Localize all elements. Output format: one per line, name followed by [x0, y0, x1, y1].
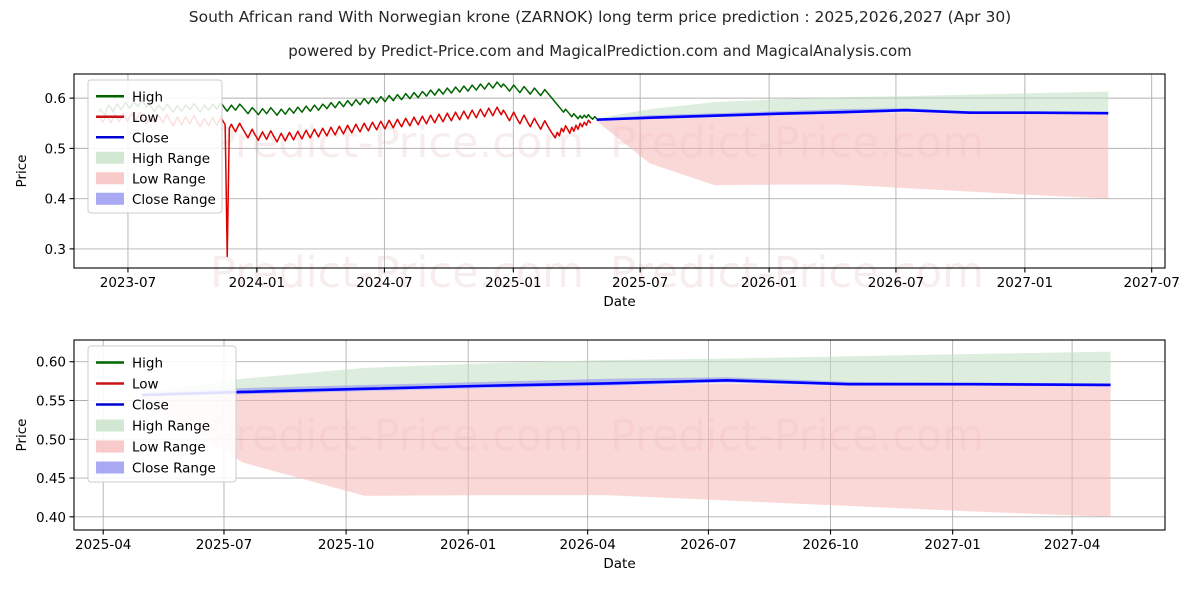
low-range-band	[596, 112, 1109, 199]
low-range-band	[141, 383, 1111, 517]
x-tick-label: 2027-04	[1044, 537, 1100, 553]
forecast-detail-chart: Predict-Price.comPredict-Price.com0.400.…	[14, 339, 1166, 572]
y-tick-label: 0.5	[45, 141, 66, 157]
x-tick-label: 2026-01	[741, 275, 797, 291]
legend-box	[87, 345, 237, 483]
watermark: Predict-Price.com	[210, 118, 584, 168]
watermark: Predict-Price.com	[210, 248, 584, 298]
page-title: South African rand With Norwegian krone …	[188, 8, 1012, 26]
legend-swatch-patch	[96, 192, 124, 205]
y-tick-label: 0.40	[36, 510, 66, 526]
plot-frame	[73, 73, 1166, 269]
close-forecast-line	[596, 108, 1109, 122]
close-range-band	[141, 377, 1111, 396]
legend-label: Close	[132, 130, 169, 146]
legend-swatch-patch	[96, 440, 124, 453]
x-tick-label: 2024-01	[229, 275, 285, 291]
y-tick-label: 0.6	[45, 91, 66, 107]
legend-swatch-patch	[96, 151, 124, 164]
x-tick-label: 2026-07	[868, 275, 924, 291]
y-axis-label: Price	[14, 155, 30, 188]
legend-label: Close Range	[132, 192, 216, 208]
legend-label: Low	[132, 110, 159, 126]
y-tick-label: 0.45	[36, 471, 66, 487]
x-tick-label: 2023-07	[100, 275, 156, 291]
y-axis-label: Price	[14, 419, 30, 452]
x-tick-label: 2025-10	[318, 537, 374, 553]
plot-frame	[73, 339, 1166, 531]
y-tick-label: 0.3	[45, 242, 66, 258]
y-tick-label: 0.50	[36, 432, 66, 448]
watermark: Predict-Price.com	[610, 248, 984, 298]
x-tick-label: 2027-07	[1123, 275, 1179, 291]
x-tick-label: 2026-10	[802, 537, 858, 553]
legend-label: Close	[132, 398, 169, 414]
x-tick-label: 2025-01	[485, 275, 541, 291]
x-tick-label: 2026-01	[440, 537, 496, 553]
legend-label: Low Range	[132, 171, 206, 187]
legend-swatch-patch	[96, 461, 124, 474]
legend-label: High Range	[132, 419, 210, 435]
close-forecast-line	[141, 379, 1111, 397]
y-tick-label: 0.55	[36, 393, 66, 409]
legend-label: Low Range	[132, 440, 206, 456]
legend-swatch-patch	[96, 172, 124, 185]
x-axis-label: Date	[603, 556, 635, 572]
x-tick-label: 2024-07	[356, 275, 412, 291]
x-tick-label: 2027-01	[924, 537, 980, 553]
page-subtitle: powered by Predict-Price.com and Magical…	[288, 42, 912, 60]
y-tick-label: 0.60	[36, 355, 66, 371]
x-tick-label: 2026-07	[680, 537, 736, 553]
legend-label: High	[132, 356, 163, 372]
legend-label: Low	[132, 377, 159, 393]
x-axis-label: Date	[603, 294, 635, 307]
x-tick-label: 2027-01	[997, 275, 1053, 291]
legend-label: High	[132, 89, 163, 105]
x-tick-label: 2026-04	[559, 537, 615, 553]
x-tick-label: 2025-07	[612, 275, 668, 291]
legend-swatch-patch	[96, 419, 124, 432]
overview-chart: Predict-Price.com Predict-Price.com Predic…	[14, 73, 1180, 307]
x-tick-label: 2025-04	[75, 537, 131, 553]
legend-label: High Range	[132, 151, 210, 167]
legend-label: Close Range	[132, 461, 216, 477]
y-tick-label: 0.4	[45, 192, 66, 208]
x-tick-label: 2025-07	[196, 537, 252, 553]
